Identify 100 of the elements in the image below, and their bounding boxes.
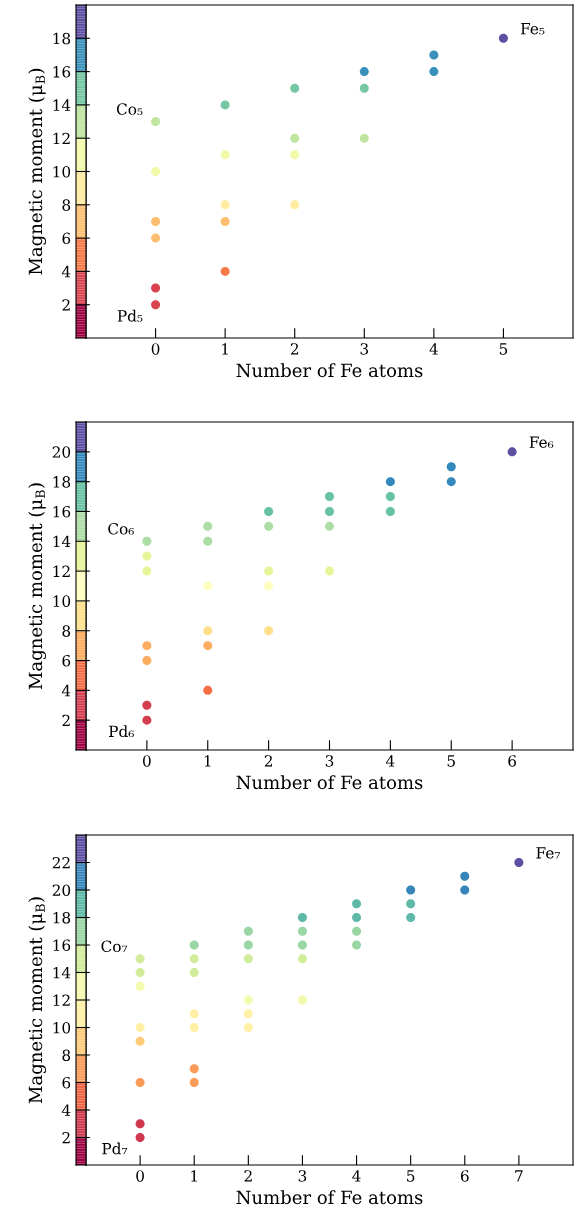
- point: [264, 626, 274, 636]
- point: [203, 536, 213, 546]
- annotation: Co₇: [101, 940, 128, 953]
- x-tick-label: 3: [325, 755, 334, 767]
- x-tick-label: 5: [499, 343, 508, 355]
- x-tick-label: 0: [136, 1170, 144, 1182]
- x-axis-title: Number of Fe atoms: [236, 363, 423, 378]
- point: [151, 167, 161, 176]
- y-tick-label: 18: [53, 476, 71, 488]
- point: [406, 913, 416, 922]
- x-tick-label: 0: [143, 755, 151, 767]
- point: [325, 521, 334, 531]
- point: [498, 33, 508, 43]
- y-tick-label: 16: [53, 66, 71, 78]
- point: [135, 1078, 145, 1087]
- y-tick-label: 14: [53, 99, 71, 111]
- y-tick-label: 18: [53, 32, 71, 45]
- x-tick-label: 2: [264, 755, 272, 767]
- y-axis-title: Magnetic moment (μ$_{B}$): [28, 68, 46, 275]
- y-tick-label: 12: [53, 565, 70, 577]
- point: [264, 506, 274, 516]
- y-tick-label: 10: [53, 1021, 71, 1034]
- y-tick-label: 8: [62, 199, 71, 211]
- point: [352, 913, 362, 922]
- point: [135, 954, 145, 964]
- annotation: Pd₅: [117, 309, 143, 322]
- y-tick-label: 18: [53, 911, 71, 924]
- point: [220, 200, 230, 210]
- y-tick-label: 6: [62, 655, 71, 667]
- x-tick-label: 5: [407, 1170, 415, 1182]
- point: [203, 641, 213, 651]
- y-tick-label: 4: [61, 684, 71, 697]
- point: [460, 885, 470, 895]
- point: [142, 715, 152, 725]
- point: [203, 581, 213, 591]
- x-tick-label: 4: [429, 343, 438, 355]
- x-axis-title: Number of Fe atoms: [236, 775, 423, 790]
- y-tick-label: 14: [53, 535, 71, 548]
- point: [429, 50, 439, 60]
- point: [220, 150, 230, 160]
- x-tick-label: 3: [298, 1170, 307, 1182]
- point: [325, 506, 334, 516]
- point: [385, 492, 395, 502]
- x-tick-label: 5: [447, 755, 455, 767]
- x-axis-title: Number of Fe atoms: [236, 1190, 423, 1205]
- point: [189, 1009, 199, 1019]
- point: [297, 913, 307, 922]
- point: [151, 283, 161, 293]
- annotation: Pd₆: [109, 725, 134, 738]
- point: [189, 940, 199, 950]
- annotation: Pd₇: [102, 1142, 128, 1155]
- y-tick-label: 8: [62, 625, 71, 637]
- y-tick-label: 6: [62, 1076, 71, 1089]
- point: [220, 266, 230, 276]
- point: [135, 1036, 145, 1046]
- y-tick-label: 2: [62, 1131, 70, 1144]
- x-tick-label: 1: [191, 1170, 197, 1182]
- point: [406, 899, 416, 909]
- point: [135, 968, 145, 977]
- point: [189, 1064, 199, 1074]
- point: [220, 216, 230, 226]
- point: [290, 83, 300, 93]
- point: [142, 700, 152, 710]
- x-tick-label: 4: [385, 755, 395, 767]
- point: [297, 954, 307, 964]
- point: [359, 67, 369, 77]
- point: [352, 940, 362, 950]
- x-tick-label: 1: [222, 343, 228, 355]
- y-tick-label: 4: [61, 265, 71, 278]
- point: [297, 940, 307, 950]
- x-tick-label: 6: [508, 755, 517, 767]
- point: [135, 1133, 145, 1142]
- point: [325, 492, 334, 502]
- point: [135, 1119, 145, 1129]
- point: [446, 462, 456, 472]
- point: [203, 685, 213, 695]
- point: [385, 477, 395, 487]
- annotation: Co₆: [108, 523, 134, 535]
- point: [514, 858, 524, 867]
- point: [352, 926, 362, 936]
- point: [297, 995, 307, 1005]
- point: [151, 216, 161, 226]
- point: [406, 885, 416, 895]
- point: [243, 1009, 253, 1019]
- annotation: Fe₇: [536, 847, 561, 859]
- point: [264, 521, 274, 531]
- point: [297, 926, 307, 936]
- x-tick-label: 7: [515, 1170, 523, 1182]
- point: [142, 551, 152, 561]
- point: [385, 506, 395, 516]
- point: [359, 83, 369, 93]
- annotation: Co₅: [116, 103, 143, 115]
- point: [325, 566, 334, 576]
- y-tick-label: 12: [53, 132, 70, 144]
- point: [507, 447, 517, 457]
- x-tick-label: 2: [244, 1170, 252, 1182]
- y-tick-label: 6: [62, 232, 71, 245]
- point: [151, 117, 161, 127]
- y-axis-title: Magnetic moment (μ$_{B}$): [28, 897, 46, 1104]
- point: [189, 1023, 199, 1032]
